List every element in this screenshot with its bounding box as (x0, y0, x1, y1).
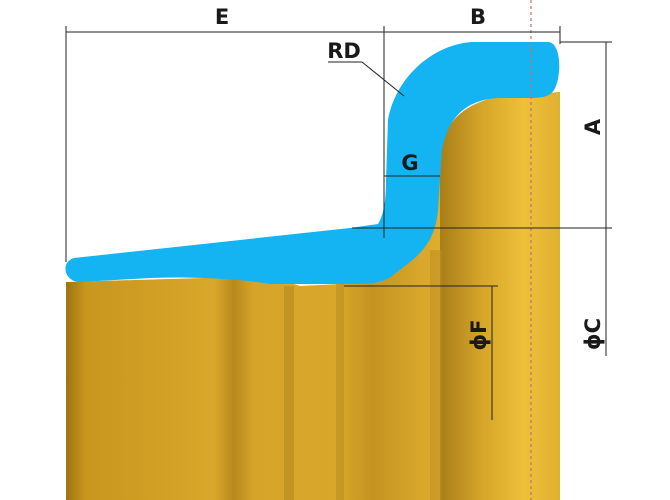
label-rd: RD (327, 39, 361, 63)
label-f: ϕF (467, 319, 491, 350)
label-a: A (581, 118, 605, 135)
flange-profile (65, 42, 560, 284)
rim-groove-2 (336, 284, 344, 500)
rim-groove-1 (284, 286, 294, 500)
label-e: E (215, 5, 229, 29)
label-c: ϕC (581, 318, 605, 350)
label-b: B (470, 5, 486, 29)
dim-rd-leader (361, 61, 405, 97)
rim-bead-seat (440, 92, 560, 500)
label-g: G (401, 151, 418, 175)
rim-groove-3 (430, 250, 442, 500)
